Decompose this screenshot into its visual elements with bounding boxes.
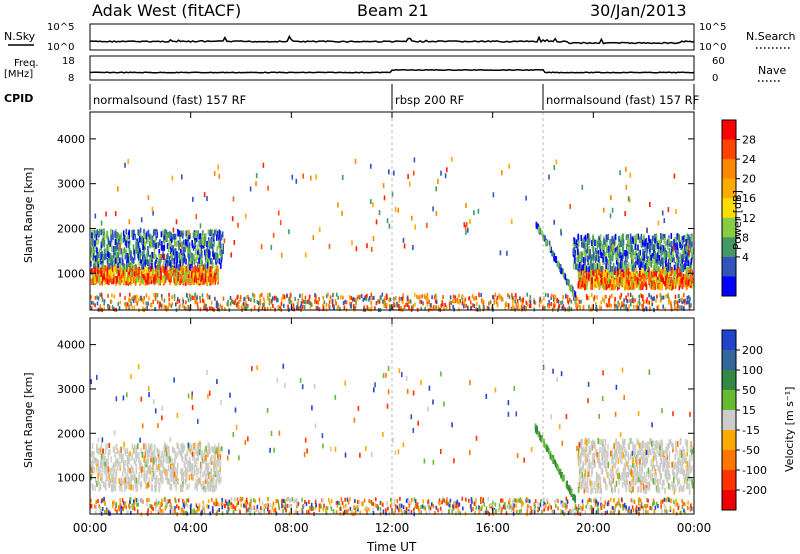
y-tick-label: 2000 xyxy=(57,222,85,235)
colorbar-tick-label: 12 xyxy=(742,212,756,225)
nave-label: Nave xyxy=(758,64,786,77)
colorbar-frame xyxy=(721,119,737,297)
cpid-segment-label: normalsound (fast) 157 RF xyxy=(546,93,699,107)
cpid-segment-label: normalsound (fast) 157 RF xyxy=(93,93,246,107)
colorbar-tick-label: 16 xyxy=(742,192,756,205)
y-tick-label: 3000 xyxy=(57,178,85,191)
y-tick-label: 1000 xyxy=(57,267,85,280)
power-panel: Slant Range [km] 1000 2000 3000 4000 28 24 20… xyxy=(22,111,756,313)
freq-frame xyxy=(89,55,695,81)
colorbar-segment xyxy=(722,237,736,258)
colorbar-segment xyxy=(722,276,736,297)
nsky-tick-bottom: 10^0 xyxy=(47,42,74,53)
nsearch-label: N.Search xyxy=(746,30,796,43)
colorbar-tick-label: 8 xyxy=(742,231,749,244)
colorbar-segment xyxy=(722,256,736,277)
nsky-panel: N.Sky 10^5 10^0 10^5 10^0 N.Search xyxy=(4,22,796,53)
power-echoes xyxy=(90,112,694,313)
freq-trace xyxy=(90,68,695,74)
station-title: Adak West (fitACF) xyxy=(92,1,241,20)
freq-unit: [MHz] xyxy=(4,69,33,80)
power-colorbar-label: Power [dB] xyxy=(731,190,744,250)
colorbar-tick-label: 24 xyxy=(742,153,756,166)
colorbar-segment xyxy=(722,120,736,141)
colorbar-segment xyxy=(722,198,736,219)
cpid-panel: CPID normalsound (fast) 157 RF rbsp 200 R… xyxy=(4,84,699,110)
power-yticks: 1000 2000 3000 4000 xyxy=(57,133,694,280)
freq-panel: Freq. [MHz] 18 8 60 0 Nave xyxy=(4,55,786,84)
nave-tick-bottom: 0 xyxy=(712,73,718,84)
colorbar-segment xyxy=(722,139,736,160)
beam-title: Beam 21 xyxy=(357,1,429,20)
colorbar-segment xyxy=(722,159,736,180)
nsky-frame xyxy=(89,23,695,51)
nsky-tick-top: 10^5 xyxy=(47,22,74,33)
nsearch-tick-bottom: 10^0 xyxy=(699,42,726,53)
cpid-label: CPID xyxy=(4,92,33,105)
freq-tick-bottom: 8 xyxy=(68,73,74,84)
freq-tick-top: 18 xyxy=(62,56,75,67)
velocity-echoes xyxy=(90,318,694,517)
freq-label: Freq. xyxy=(14,58,39,69)
nsearch-tick-top: 10^5 xyxy=(699,22,726,33)
colorbar-segment xyxy=(722,178,736,199)
colorbar-tick-label: 20 xyxy=(742,173,756,186)
colorbar-tick-label: 4 xyxy=(742,251,749,264)
colorbar-tick-label: 28 xyxy=(742,134,756,147)
date-title: 30/Jan/2013 xyxy=(590,1,687,20)
colorbar-segment xyxy=(722,217,736,238)
nsky-label: N.Sky xyxy=(4,30,36,43)
nsky-trace xyxy=(89,34,695,45)
y-tick-label: 4000 xyxy=(57,133,85,146)
cpid-segment-label: rbsp 200 RF xyxy=(395,93,464,107)
power-ylabel: Slant Range [km] xyxy=(22,167,35,263)
nave-tick-top: 60 xyxy=(712,56,725,67)
power-colorbar: 28 24 20 16 12 8 4 xyxy=(721,119,756,297)
